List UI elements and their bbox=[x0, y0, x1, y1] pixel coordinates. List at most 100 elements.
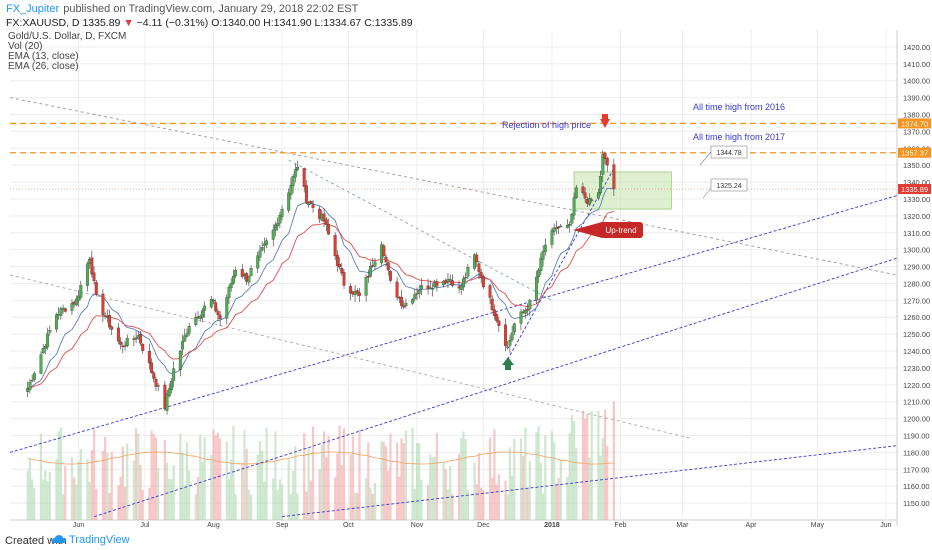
candle-body bbox=[216, 311, 220, 315]
volume-bar bbox=[351, 435, 354, 520]
candle-body bbox=[537, 269, 541, 277]
volume-bar bbox=[241, 462, 244, 520]
candle-body bbox=[229, 282, 233, 289]
volume-bar bbox=[225, 441, 228, 520]
volume-bar bbox=[219, 438, 222, 520]
candle-body bbox=[366, 276, 370, 278]
candle-body bbox=[154, 378, 158, 387]
candle-body bbox=[358, 292, 361, 296]
volume-bar bbox=[541, 493, 545, 520]
candle-body bbox=[74, 298, 78, 306]
candle-body bbox=[247, 276, 251, 283]
candle-body bbox=[150, 362, 154, 373]
y-tick-label: 1410.00 bbox=[903, 60, 930, 69]
price-chart[interactable]: 1150.00 1160.00 1170.00 1180.00 1190.00 1200.… bbox=[0, 0, 932, 530]
candle-body bbox=[110, 326, 114, 330]
candle-body bbox=[260, 247, 264, 251]
legend-ema13: EMA (13, close) bbox=[8, 51, 79, 62]
trendline-lower bbox=[282, 445, 898, 518]
volume-bar bbox=[90, 449, 93, 520]
volume-bar bbox=[199, 434, 202, 520]
candle-body bbox=[265, 240, 269, 245]
candle-body bbox=[156, 385, 160, 387]
candle-body bbox=[234, 270, 238, 277]
volume-bar bbox=[287, 459, 290, 520]
candle-body bbox=[612, 164, 616, 190]
price-change: −4.11 (−0.31%) bbox=[136, 17, 209, 29]
candle-body bbox=[495, 314, 499, 321]
tradingview-logo[interactable]: TradingView bbox=[52, 534, 130, 546]
volume-bar bbox=[265, 427, 268, 520]
candle-body bbox=[596, 192, 600, 199]
x-tick-label: Jun bbox=[73, 522, 84, 529]
y-tick-label: 1280.00 bbox=[903, 279, 930, 288]
candle-body bbox=[590, 199, 594, 201]
legend-instrument: Gold/U.S. Dollar, D, FXCM bbox=[8, 31, 127, 42]
zone-top-value: 1344.78 bbox=[716, 150, 741, 157]
volume-bar bbox=[57, 431, 60, 520]
channel-line-gray bbox=[288, 159, 553, 301]
candle-body bbox=[523, 310, 527, 314]
candle-body bbox=[147, 350, 151, 364]
volume-bar bbox=[163, 439, 166, 520]
candle-body bbox=[428, 287, 432, 289]
candle-body bbox=[185, 333, 189, 337]
candle-body bbox=[426, 285, 430, 289]
volume-bar bbox=[88, 481, 91, 520]
candle-body bbox=[475, 254, 479, 263]
candle-body bbox=[134, 337, 138, 340]
y-tick-label: 1400.00 bbox=[903, 77, 930, 86]
volume-bar bbox=[134, 428, 138, 520]
candle-body bbox=[79, 285, 83, 298]
volume-bar bbox=[243, 430, 246, 520]
candle-body bbox=[512, 323, 516, 333]
volume-bar bbox=[123, 486, 127, 520]
volume-bar bbox=[322, 431, 326, 520]
volume-bar bbox=[139, 464, 142, 520]
author-link[interactable]: FX_Jupiter bbox=[6, 3, 60, 15]
volume-bar bbox=[342, 428, 346, 520]
volume-bar bbox=[212, 429, 215, 520]
x-tick-label: Apr bbox=[746, 522, 758, 529]
volume-bar bbox=[250, 494, 253, 520]
candle-body bbox=[123, 345, 127, 347]
candle-body bbox=[46, 333, 50, 348]
candle-body bbox=[464, 276, 468, 279]
volume-bar bbox=[157, 468, 160, 520]
volume-bar bbox=[188, 470, 191, 520]
candle-body bbox=[200, 310, 204, 318]
volume-bar bbox=[464, 438, 467, 520]
volume-bar bbox=[451, 494, 454, 520]
volume-bar bbox=[449, 465, 452, 520]
candle-body bbox=[119, 341, 123, 345]
publish-text: published on TradingView.com, January 29… bbox=[63, 3, 359, 15]
ema26-line bbox=[27, 210, 615, 389]
volume-bar bbox=[201, 461, 204, 520]
volume-bar bbox=[508, 447, 512, 520]
volume-bar bbox=[289, 494, 293, 520]
candle-body bbox=[554, 227, 558, 230]
x-tick-label: Aug bbox=[207, 522, 220, 529]
volume-bar bbox=[544, 435, 547, 520]
candle-body bbox=[70, 303, 74, 311]
volume-bar bbox=[369, 487, 372, 520]
volume-bar bbox=[183, 485, 186, 520]
candle-body bbox=[92, 272, 96, 282]
created-with-text: Created with bbox=[5, 535, 67, 547]
volume-bar bbox=[152, 433, 155, 520]
candle-body bbox=[183, 335, 187, 342]
volume-bar bbox=[493, 429, 496, 520]
candle-body bbox=[543, 244, 547, 253]
volume-bar bbox=[413, 488, 416, 520]
zone-bottom-box bbox=[710, 178, 748, 192]
candle-body bbox=[504, 324, 507, 346]
volume-bar bbox=[203, 437, 206, 520]
candle-body bbox=[289, 184, 293, 195]
candle-body bbox=[508, 340, 512, 346]
x-tick-label: Jun bbox=[880, 522, 891, 529]
candle-body bbox=[603, 153, 607, 159]
ath-2016-label: All time high from 2016 bbox=[693, 102, 785, 112]
volume-bar bbox=[444, 469, 447, 520]
y-tick-label: 1370.00 bbox=[903, 127, 930, 136]
price-tag-last-box bbox=[898, 184, 931, 195]
